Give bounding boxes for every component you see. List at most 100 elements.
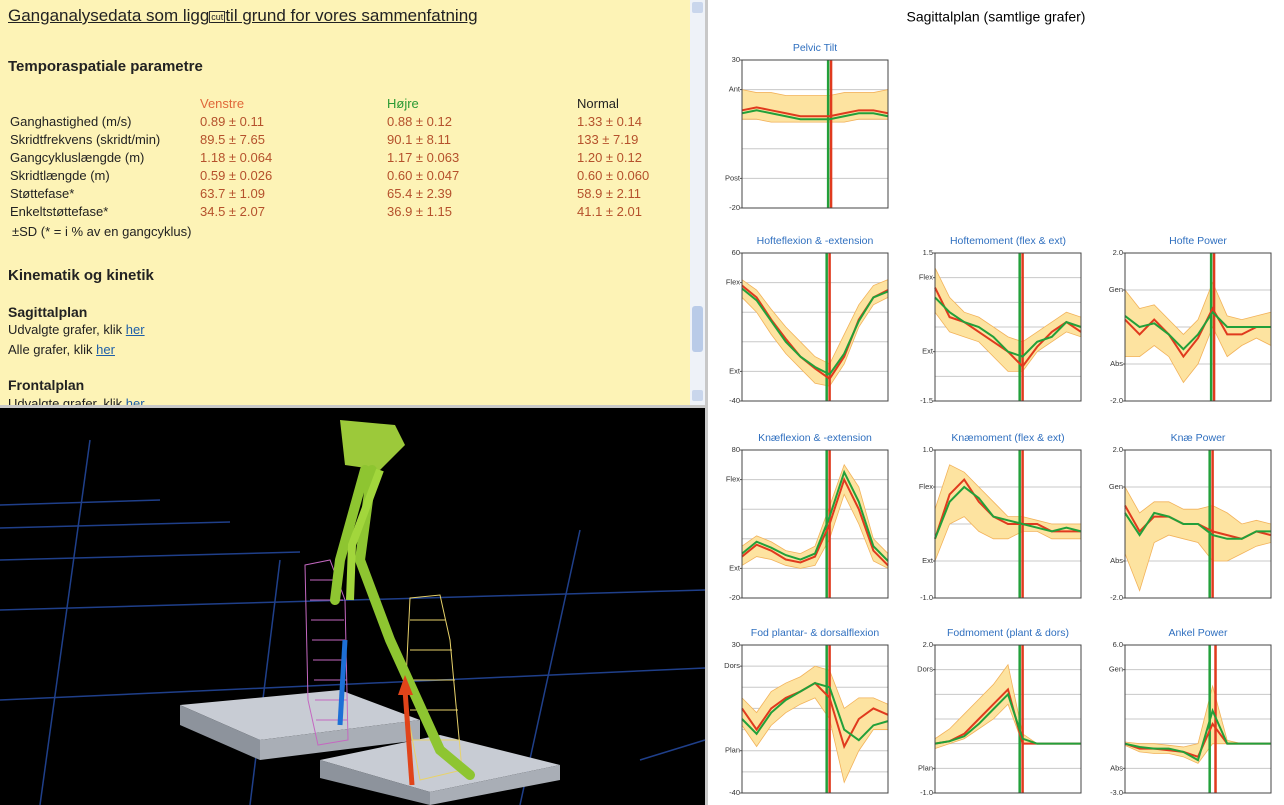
y-tick-label: -20 <box>729 593 740 602</box>
chart-title: Knæflexion & -extension <box>758 432 872 444</box>
chart-title: Hoftemoment (flex & ext) <box>950 235 1066 247</box>
chart: Hoftemoment (flex & ext) 1.5 Flex Ext -1.5 <box>919 235 1081 405</box>
chart: Ankel Power6.0GenAbs-3.0 <box>1109 627 1271 797</box>
chart-title: Ankel Power <box>1169 627 1228 639</box>
param-value: 0.89 ± 0.11 <box>200 114 264 129</box>
y-tick-label: -1.0 <box>920 593 933 602</box>
y-tick-label: -2.0 <box>1110 396 1123 405</box>
param-value: 89.5 ± 7.65 <box>200 132 265 147</box>
chart-title: Knæmoment (flex & ext) <box>951 432 1064 444</box>
scroll-up[interactable] <box>692 2 703 13</box>
y-tick-label: Ext <box>729 563 741 572</box>
param-label: Skridtfrekvens (skridt/min) <box>10 132 160 147</box>
param-value: 41.1 ± 2.01 <box>577 204 642 219</box>
param-value: 1.17 ± 0.063 <box>387 150 459 165</box>
y-tick-label: Abs <box>1110 359 1123 368</box>
link[interactable]: her <box>126 322 145 337</box>
param-value: 34.5 ± 2.07 <box>200 204 265 219</box>
y-tick-label: Flex <box>919 482 933 491</box>
column-header: Venstre <box>200 96 244 111</box>
chart-title: Fod plantar- & dorsalflexion <box>751 627 880 639</box>
y-tick-label: -20 <box>729 203 740 212</box>
scroll-thumb[interactable] <box>692 306 703 352</box>
y-tick-label: 30 <box>732 55 740 64</box>
link-line: Udvalgte grafer, klik her <box>8 322 145 337</box>
param-label: Ganghastighed (m/s) <box>10 114 131 129</box>
y-tick-label: -1.5 <box>920 396 933 405</box>
subheading: Frontalplan <box>8 377 84 393</box>
param-value: 1.33 ± 0.14 <box>577 114 642 129</box>
chart: Fodmoment (plant & dors) 2.0 Dors Plan -1.0 <box>917 627 1081 797</box>
y-tick-label: Gen <box>1109 482 1123 491</box>
scroll-down[interactable] <box>692 390 703 401</box>
param-value: 0.59 ± 0.026 <box>200 168 272 183</box>
y-tick-label: Ant <box>729 85 741 94</box>
param-value: 90.1 ± 8.11 <box>387 132 451 147</box>
3d-view <box>0 408 705 805</box>
y-tick-label: Flex <box>726 475 740 484</box>
y-tick-label: Ext <box>729 366 741 375</box>
param-value: 133 ± 7.19 <box>577 132 638 147</box>
column-header: Normal <box>577 96 619 111</box>
chart: Knæmoment (flex & ext)1.0FlexExt-1.0 <box>919 432 1081 602</box>
y-tick-label: Flex <box>919 273 933 282</box>
chart-title: Fodmoment (plant & dors) <box>947 627 1069 639</box>
link[interactable]: her <box>96 342 115 357</box>
chart: Knæflexion & -extension 80 Flex Ext -20 <box>726 432 888 602</box>
title-part: til grund for vores sammenfatning <box>225 6 477 25</box>
y-tick-label: Post <box>725 173 741 182</box>
param-label: Støttefase* <box>10 186 74 201</box>
param-value: 1.18 ± 0.064 <box>200 150 272 165</box>
y-tick-label: -40 <box>729 788 740 797</box>
param-value: 1.20 ± 0.12 <box>577 150 642 165</box>
divider <box>0 405 705 408</box>
link-text: Udvalgte grafer, klik <box>8 396 122 405</box>
y-tick-label: -2.0 <box>1110 593 1123 602</box>
y-tick-label: Dors <box>724 661 740 670</box>
y-tick-label: Plan <box>725 746 740 755</box>
chart-title: Knæ Power <box>1171 432 1226 444</box>
param-value: 36.9 ± 1.15 <box>387 204 452 219</box>
link-line: Udvalgte grafer, klik her <box>8 396 145 405</box>
y-tick-label: Abs <box>1110 556 1123 565</box>
title-part: cut <box>209 11 225 23</box>
param-value: 58.9 ± 2.11 <box>577 186 641 201</box>
report-panel: Ganganalysedata som liggcuttil grund for… <box>0 0 690 405</box>
y-tick-label: Gen <box>1109 285 1123 294</box>
y-tick-label: 2.0 <box>923 640 933 649</box>
y-tick-label: -3.0 <box>1110 788 1123 797</box>
chart: Knæ Power 2.0 Gen Abs -2.0 <box>1109 432 1271 602</box>
param-label: Gangcykluslængde (m) <box>10 150 144 165</box>
chart: Fod plantar- & dorsalflexion 30 Dors Plan -4… <box>724 627 888 797</box>
link-text: Udvalgte grafer, klik <box>8 322 122 337</box>
param-label: Skridtlængde (m) <box>10 168 110 183</box>
param-value: 0.60 ± 0.047 <box>387 168 459 183</box>
plot-area <box>742 60 888 208</box>
chart-title: Hofteflexion & -extension <box>757 235 874 247</box>
y-tick-label: 2.0 <box>1113 445 1123 454</box>
y-tick-label: Ext <box>922 347 934 356</box>
y-tick-label: -1.0 <box>920 788 933 797</box>
y-tick-label: 6.0 <box>1113 640 1123 649</box>
param-value: 63.7 ± 1.09 <box>200 186 265 201</box>
y-tick-label: Flex <box>726 278 740 287</box>
param-value: 0.88 ± 0.12 <box>387 114 452 129</box>
link[interactable]: her <box>126 396 145 405</box>
scrollbar[interactable] <box>690 0 705 405</box>
title-part: Ganganalysedata som ligg <box>8 6 209 25</box>
y-tick-label: Dors <box>917 665 933 674</box>
y-tick-label: 2.0 <box>1113 248 1123 257</box>
y-tick-label: 1.5 <box>923 248 933 257</box>
chart-title: Hofte Power <box>1169 235 1227 247</box>
y-tick-label: Gen <box>1109 665 1123 674</box>
y-tick-label: Plan <box>918 763 933 772</box>
y-tick-label: 30 <box>732 640 740 649</box>
divider <box>705 0 708 805</box>
y-tick-label: 1.0 <box>923 445 933 454</box>
y-tick-label: 80 <box>732 445 740 454</box>
section-heading: Kinematik og kinetik <box>8 267 154 284</box>
page: Sagittalplan (samtlige grafer) Pelvic Ti… <box>0 0 1284 805</box>
y-tick-label: 60 <box>732 248 740 257</box>
